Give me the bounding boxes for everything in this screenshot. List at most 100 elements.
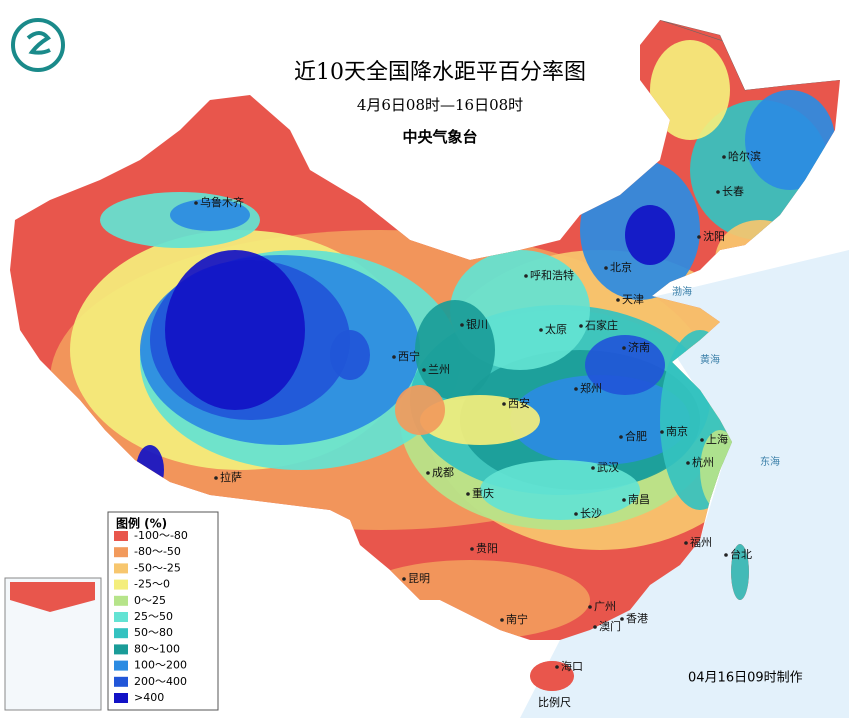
legend-swatch <box>114 693 128 703</box>
city-label: 成都 <box>432 466 454 479</box>
legend-swatch <box>114 628 128 639</box>
city-dot <box>422 368 426 372</box>
city-dot <box>622 498 626 502</box>
city-label: 沈阳 <box>703 229 725 243</box>
city-label: 昆明 <box>408 572 430 585</box>
legend-label: -50～-25 <box>134 561 181 574</box>
logo <box>11 18 65 72</box>
logo-mark <box>26 31 51 55</box>
city-dot <box>619 435 623 439</box>
city-label: 银川 <box>466 317 488 331</box>
legend-label: 25～50 <box>134 610 173 623</box>
city-dot <box>591 466 595 470</box>
anomaly-area <box>165 250 305 410</box>
anomaly-area <box>510 375 690 465</box>
city-label: 南宁 <box>506 612 528 626</box>
anomaly-area <box>745 90 835 190</box>
city-label: 乌鲁木齐 <box>200 195 244 209</box>
legend-label: -25～0 <box>134 578 170 591</box>
anomaly-area <box>330 330 370 380</box>
city-dot <box>574 387 578 391</box>
anomaly-area <box>420 395 540 445</box>
city-label: 海口 <box>561 659 583 673</box>
legend-swatch <box>114 676 128 687</box>
legend-swatch <box>114 563 128 574</box>
city-dot <box>697 235 701 239</box>
city-label: 呼和浩特 <box>530 268 574 282</box>
city-label: 台北 <box>730 547 752 561</box>
legend-swatch <box>114 612 128 622</box>
agency: 中央气象台 <box>402 128 477 146</box>
city-label: 太原 <box>545 323 567 336</box>
city-dot <box>684 541 688 545</box>
legend-label: 0～25 <box>134 594 166 607</box>
legend-label: 200～400 <box>134 675 187 688</box>
city-dot <box>524 274 528 278</box>
legend-swatch <box>114 660 128 671</box>
sea <box>520 250 849 718</box>
city-dot <box>593 625 597 629</box>
scale-label: 比例尺 <box>538 695 571 709</box>
city-label: 广州 <box>594 600 616 613</box>
anomaly-area <box>480 460 640 520</box>
city-label: 贵阳 <box>476 542 498 555</box>
city-dot <box>722 155 726 159</box>
city-label: 澳门 <box>599 619 621 633</box>
legend-label: -100～-80 <box>134 529 188 542</box>
city-label: 郑州 <box>580 381 602 395</box>
city-dot <box>426 471 430 475</box>
sea-label: 渤海 <box>672 285 692 298</box>
city-label: 香港 <box>626 612 648 625</box>
legend-label: -80～-50 <box>134 545 181 558</box>
city-label: 哈尔滨 <box>728 149 761 163</box>
city-label: 长沙 <box>580 507 602 520</box>
legend-swatch <box>114 595 128 606</box>
city-dot <box>660 430 664 434</box>
city-dot <box>194 201 198 205</box>
city-label: 南昌 <box>628 493 650 506</box>
inset-land <box>10 582 95 612</box>
anomaly-area <box>731 544 749 600</box>
city-label: 长春 <box>722 185 744 198</box>
city-dot <box>555 665 559 669</box>
city-label: 武汉 <box>597 461 619 474</box>
city-label: 福州 <box>690 535 712 549</box>
city-dot <box>579 324 583 328</box>
city-dot <box>620 617 624 621</box>
city-dot <box>716 190 720 194</box>
city-label: 南京 <box>666 424 688 438</box>
legend-swatch <box>114 644 128 655</box>
city-label: 西宁 <box>398 349 420 363</box>
city-dot <box>604 266 608 270</box>
city-label: 合肥 <box>625 429 647 443</box>
city-dot <box>574 512 578 516</box>
legend-swatch <box>114 547 128 558</box>
anomaly-area <box>395 385 445 435</box>
city-dot <box>588 605 592 609</box>
city-dot <box>214 476 218 480</box>
city-label: 拉萨 <box>220 470 242 484</box>
legend-swatch <box>114 579 128 590</box>
city-dot <box>616 298 620 302</box>
city-dot <box>622 346 626 350</box>
legend-label: >400 <box>134 691 164 704</box>
city-label: 西安 <box>508 396 530 410</box>
legend-label: 100～200 <box>134 659 187 672</box>
anomaly-area <box>625 205 675 265</box>
city-dot <box>539 328 543 332</box>
anomaly-area <box>415 300 495 400</box>
city-dot <box>686 461 690 465</box>
city-dot <box>466 492 470 496</box>
made-time: 04月16日09时制作 <box>688 671 803 686</box>
city-label: 上海 <box>706 432 728 446</box>
legend-label: 50～80 <box>134 626 173 639</box>
legend-label: 80～100 <box>134 642 180 655</box>
city-dot <box>500 618 504 622</box>
city-dot <box>392 355 396 359</box>
subtitle: 4月6日08时—16日08时 <box>357 96 523 114</box>
city-label: 重庆 <box>472 486 494 500</box>
anomaly-area <box>650 40 730 140</box>
city-label: 杭州 <box>692 455 714 469</box>
